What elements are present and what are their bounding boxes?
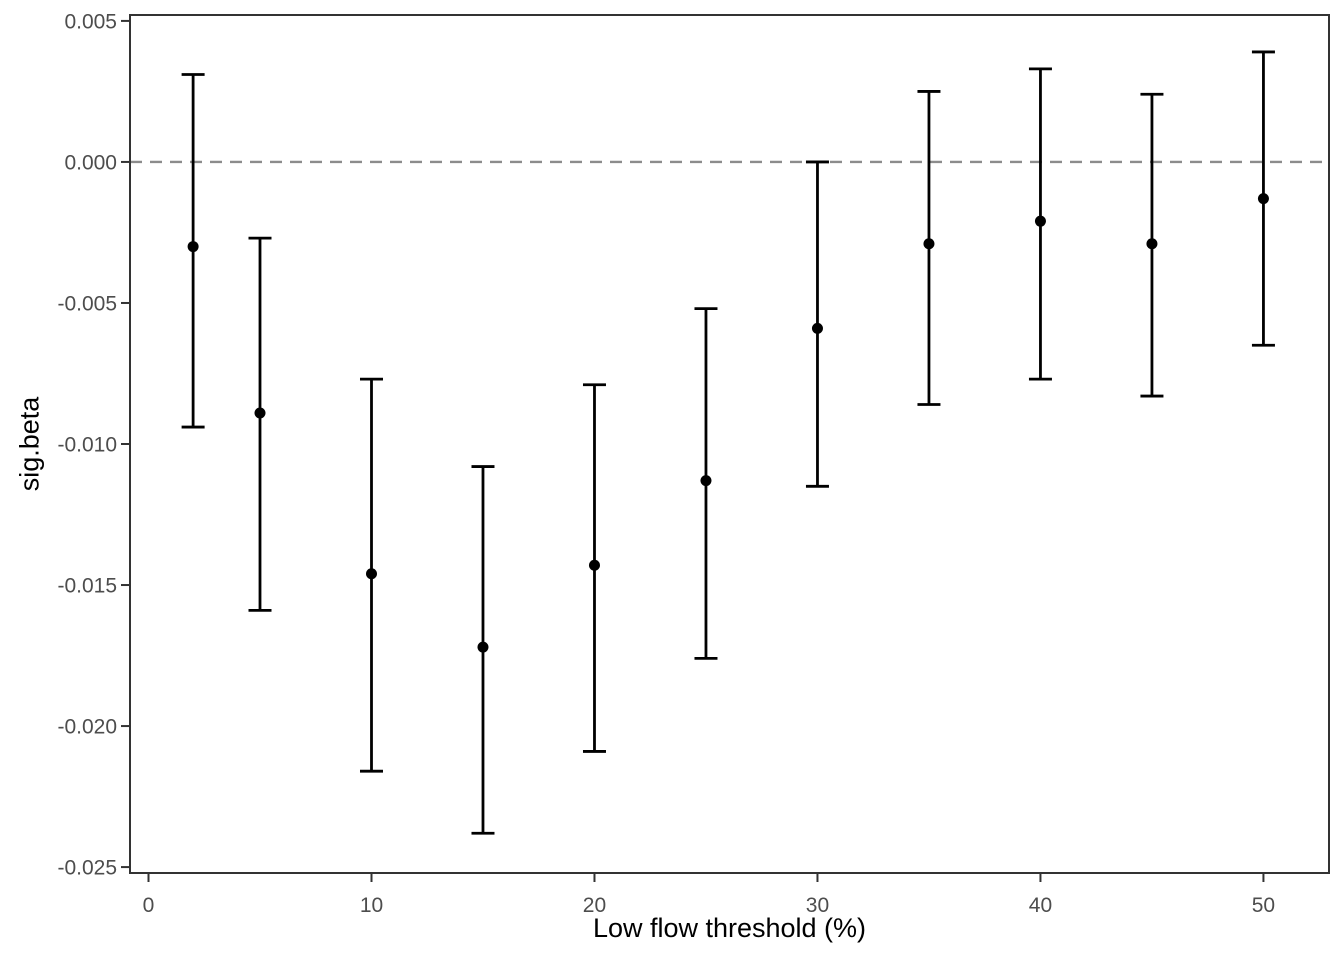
pointrange — [805, 160, 829, 488]
panel-border — [129, 14, 1330, 874]
data-point — [1257, 193, 1269, 205]
y-tick-label: 0.005 — [64, 10, 117, 33]
pointrange — [181, 73, 205, 429]
data-point — [811, 322, 823, 334]
y-tick-label: 0.000 — [64, 151, 117, 174]
y-tick-label: -0.025 — [57, 856, 117, 879]
data-point — [1146, 238, 1158, 250]
data-point — [187, 241, 199, 253]
y-axis-title: sig.beta — [14, 396, 45, 492]
data-point — [923, 238, 935, 250]
x-tick-label: 40 — [1029, 894, 1052, 917]
x-tick-label: 10 — [360, 894, 383, 917]
data-point — [254, 407, 266, 419]
data-point — [477, 641, 489, 653]
pointrange — [471, 465, 495, 835]
pointrange — [582, 383, 606, 753]
pointrange — [917, 90, 941, 406]
y-tick-label: -0.020 — [57, 715, 117, 738]
data-point — [588, 559, 600, 571]
x-tick-label: 20 — [583, 894, 606, 917]
x-axis-title: Low flow threshold (%) — [592, 913, 867, 943]
y-tick-label: -0.015 — [57, 574, 117, 597]
pointrange — [1251, 50, 1275, 347]
x-tick-label: 50 — [1252, 894, 1275, 917]
pointrange — [248, 236, 272, 612]
pointrange — [359, 377, 383, 773]
y-tick-label: -0.010 — [57, 433, 117, 456]
data-point — [1034, 215, 1046, 227]
x-tick-label: 0 — [143, 894, 155, 917]
data-point — [700, 475, 712, 487]
pointrange — [1140, 92, 1164, 398]
y-tick-label: -0.005 — [57, 292, 117, 315]
x-tick-label: 30 — [806, 894, 829, 917]
data-point — [365, 568, 377, 580]
pointrange — [694, 307, 718, 660]
pointrange — [1028, 67, 1052, 381]
